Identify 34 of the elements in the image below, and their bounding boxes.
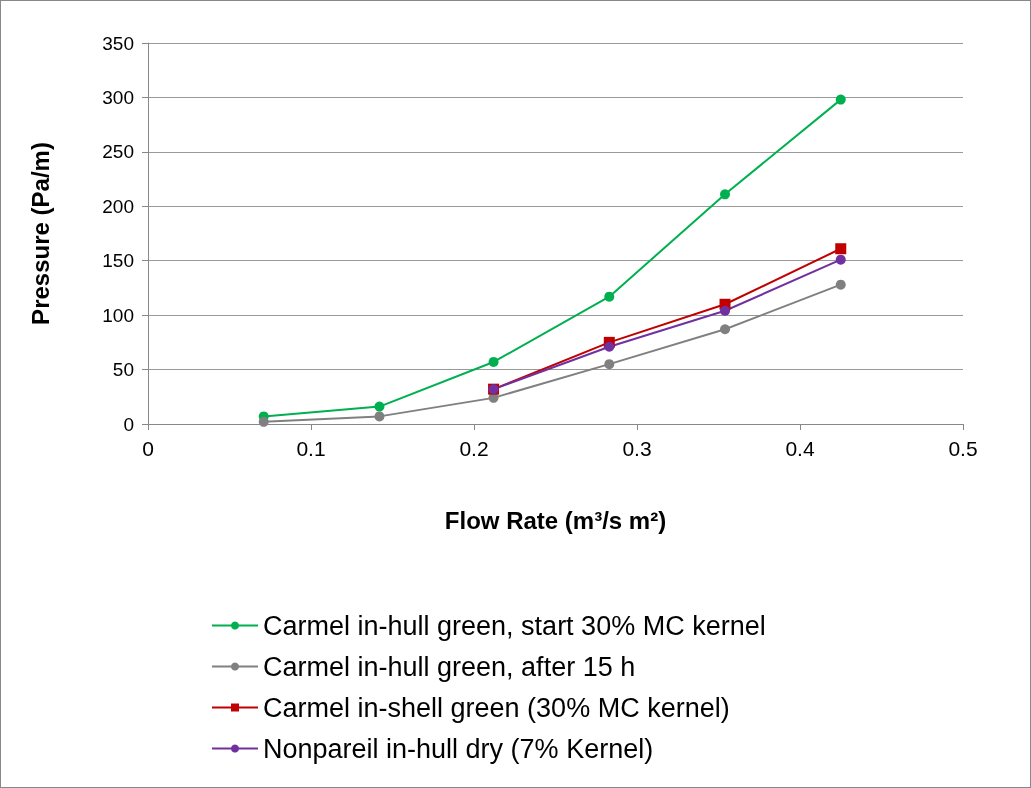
point (488, 356, 499, 367)
x-tick-label: 0.2 (459, 437, 489, 460)
x-tick-label: 0.5 (948, 437, 978, 460)
y-tick-label: 0 (123, 413, 134, 435)
y-tick-label: 150 (102, 250, 134, 272)
x-tick-label: 0 (142, 437, 154, 460)
point (720, 324, 731, 335)
point (258, 416, 269, 427)
legend-label: Carmel in-hull green, after 15 h (263, 651, 636, 682)
point (374, 401, 385, 412)
x-axis-title: Flow Rate (m³/s m²) (444, 506, 667, 534)
point (835, 94, 846, 105)
x-tick-label: 0.3 (622, 437, 652, 460)
y-tick-label: 100 (102, 304, 134, 326)
y-tick-label: 50 (112, 359, 134, 381)
y-tick-label: 250 (102, 141, 134, 163)
y-tick-label: 300 (102, 86, 134, 108)
x-tick-label: 0.4 (785, 437, 815, 460)
legend-label: Carmel in-shell green (30% MC kernel) (263, 692, 730, 723)
point (720, 305, 731, 316)
point (835, 279, 846, 290)
point (835, 243, 847, 255)
legend-label: Carmel in-hull green, start 30% MC kernel (263, 610, 766, 641)
point (604, 291, 615, 302)
point (374, 411, 385, 422)
legend-label: Nonpareil in-hull dry (7% Kernel) (263, 733, 654, 764)
y-tick-label: 200 (102, 195, 134, 217)
y-axis-title: Pressure (Pa/m) (26, 142, 54, 325)
point (835, 254, 846, 265)
x-tick-label: 0.1 (296, 437, 326, 460)
point (604, 341, 615, 352)
y-tick-label: 350 (102, 32, 134, 54)
point (720, 189, 731, 200)
point (604, 359, 615, 370)
